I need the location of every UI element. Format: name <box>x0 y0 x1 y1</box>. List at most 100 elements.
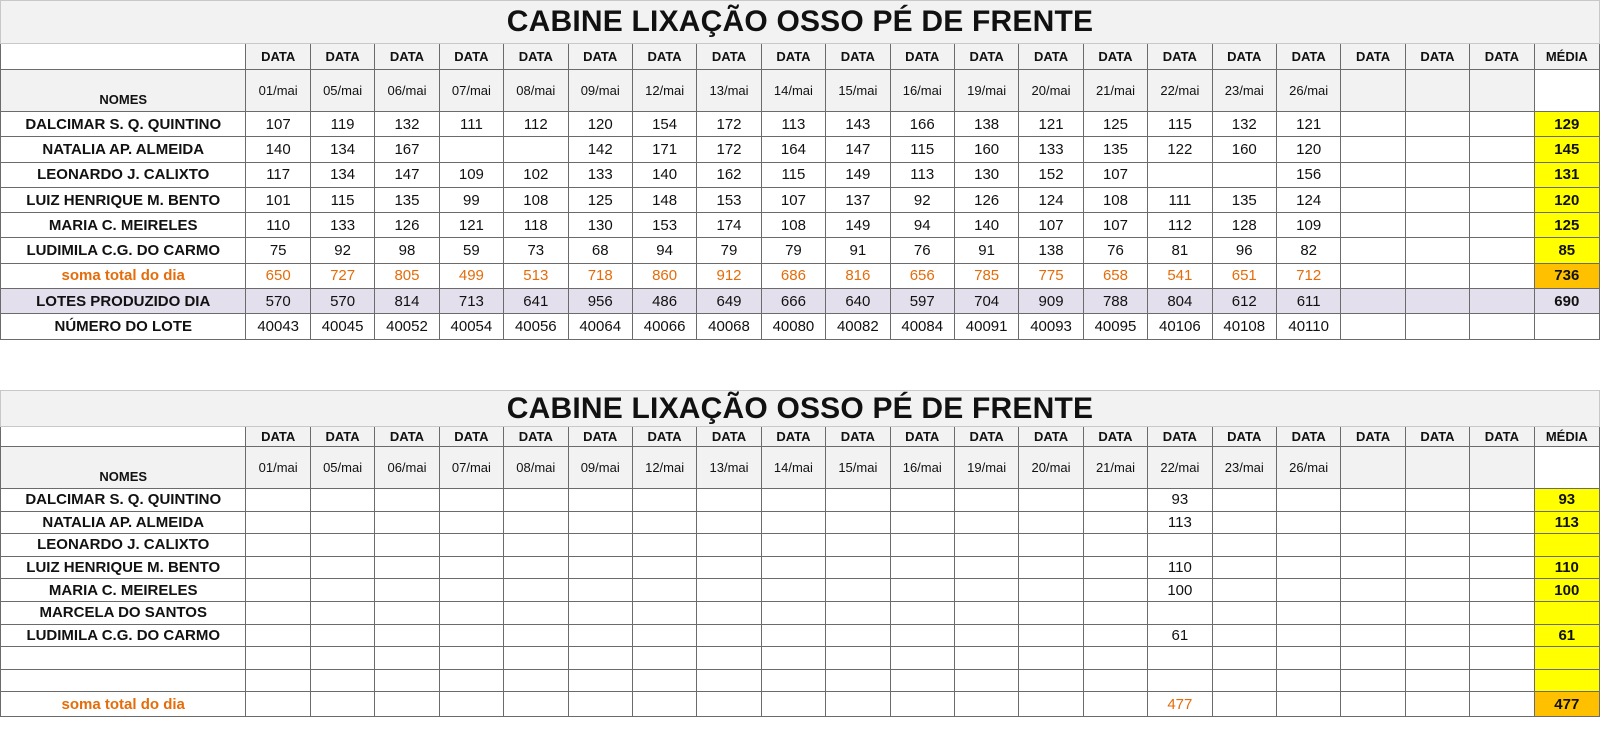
value-cell[interactable] <box>825 533 891 557</box>
value-cell[interactable]: 75 <box>245 237 311 264</box>
value-cell[interactable] <box>309 691 376 718</box>
value-cell[interactable] <box>696 691 762 718</box>
value-cell[interactable] <box>245 555 311 580</box>
header-media-label[interactable]: MÉDIA <box>1533 43 1600 70</box>
value-cell[interactable] <box>1147 161 1213 188</box>
value-cell[interactable] <box>1275 668 1342 693</box>
average-cell[interactable] <box>1533 668 1600 693</box>
value-cell[interactable] <box>438 691 505 718</box>
value-cell[interactable] <box>760 646 827 670</box>
value-cell[interactable]: 154 <box>631 110 698 138</box>
value-cell[interactable] <box>1404 668 1471 693</box>
average-cell[interactable]: 131 <box>1533 161 1600 188</box>
value-cell[interactable] <box>567 668 633 693</box>
header-data-label[interactable]: DATA <box>1147 43 1213 70</box>
row-label[interactable]: DALCIMAR S. Q. QUINTINO <box>0 488 247 512</box>
value-cell[interactable]: 140 <box>953 212 1020 239</box>
value-cell[interactable] <box>1404 262 1471 290</box>
value-cell[interactable] <box>1469 161 1535 188</box>
value-cell[interactable]: 651 <box>1211 262 1277 290</box>
value-cell[interactable] <box>438 623 505 648</box>
value-cell[interactable]: 775 <box>1018 262 1084 290</box>
value-cell[interactable] <box>245 600 311 625</box>
value-cell[interactable]: 704 <box>953 288 1020 315</box>
value-cell[interactable] <box>696 533 762 557</box>
row-label[interactable] <box>0 668 247 693</box>
value-cell[interactable]: 68 <box>567 237 633 264</box>
value-cell[interactable] <box>1211 646 1277 670</box>
value-cell[interactable] <box>825 488 891 512</box>
value-cell[interactable]: 120 <box>567 110 633 138</box>
header-data-label[interactable]: DATA <box>567 426 633 447</box>
value-cell[interactable] <box>631 691 698 718</box>
value-cell[interactable]: 94 <box>889 212 955 239</box>
header-data-label[interactable]: DATA <box>696 426 762 447</box>
value-cell[interactable]: 133 <box>309 212 376 239</box>
value-cell[interactable]: 147 <box>825 136 891 163</box>
date-cell[interactable]: 21/mai <box>1082 446 1149 489</box>
date-cell[interactable]: 13/mai <box>696 446 762 489</box>
value-cell[interactable] <box>309 533 376 557</box>
value-cell[interactable] <box>1469 668 1535 693</box>
value-cell[interactable] <box>503 691 569 718</box>
date-cell[interactable]: 26/mai <box>1275 446 1342 489</box>
value-cell[interactable] <box>760 533 827 557</box>
value-cell[interactable]: 113 <box>889 161 955 188</box>
row-label[interactable]: LUDIMILA C.G. DO CARMO <box>0 623 247 648</box>
date-cell[interactable]: 14/mai <box>760 446 827 489</box>
value-cell[interactable]: 148 <box>631 186 698 214</box>
header-data-label[interactable]: DATA <box>825 426 891 447</box>
value-cell[interactable] <box>1211 555 1277 580</box>
value-cell[interactable] <box>696 600 762 625</box>
value-cell[interactable] <box>760 488 827 512</box>
value-cell[interactable] <box>309 600 376 625</box>
value-cell[interactable] <box>1082 668 1149 693</box>
value-cell[interactable]: 172 <box>696 136 762 163</box>
value-cell[interactable] <box>1211 578 1277 602</box>
value-cell[interactable] <box>1211 161 1277 188</box>
value-cell[interactable] <box>825 510 891 535</box>
value-cell[interactable]: 718 <box>567 262 633 290</box>
value-cell[interactable]: 649 <box>696 288 762 315</box>
value-cell[interactable]: 128 <box>1211 212 1277 239</box>
value-cell[interactable] <box>309 578 376 602</box>
value-cell[interactable] <box>245 668 311 693</box>
value-cell[interactable] <box>1018 578 1084 602</box>
value-cell[interactable]: 93 <box>1147 488 1213 512</box>
value-cell[interactable]: 108 <box>1082 186 1149 214</box>
date-cell[interactable]: 09/mai <box>567 69 633 112</box>
value-cell[interactable] <box>696 488 762 512</box>
date-cell[interactable]: 16/mai <box>889 446 955 489</box>
row-label[interactable]: LOTES PRODUZIDO DIA <box>0 288 247 315</box>
value-cell[interactable] <box>631 578 698 602</box>
media-blank[interactable] <box>1533 446 1600 489</box>
header-data-label[interactable]: DATA <box>374 426 440 447</box>
value-cell[interactable]: 612 <box>1211 288 1277 315</box>
value-cell[interactable] <box>953 691 1020 718</box>
value-cell[interactable]: 153 <box>696 186 762 214</box>
value-cell[interactable] <box>309 510 376 535</box>
value-cell[interactable]: 486 <box>631 288 698 315</box>
value-cell[interactable] <box>889 646 955 670</box>
header-data-label[interactable]: DATA <box>438 426 505 447</box>
value-cell[interactable]: 107 <box>760 186 827 214</box>
value-cell[interactable] <box>245 488 311 512</box>
value-cell[interactable]: 101 <box>245 186 311 214</box>
value-cell[interactable] <box>374 555 440 580</box>
value-cell[interactable]: 134 <box>309 136 376 163</box>
value-cell[interactable] <box>1340 691 1406 718</box>
value-cell[interactable] <box>374 646 440 670</box>
value-cell[interactable] <box>1340 313 1406 340</box>
date-cell[interactable]: 22/mai <box>1147 69 1213 112</box>
row-label[interactable] <box>0 646 247 670</box>
value-cell[interactable]: 641 <box>503 288 569 315</box>
value-cell[interactable]: 124 <box>1018 186 1084 214</box>
header-data-label[interactable]: DATA <box>309 43 376 70</box>
value-cell[interactable]: 152 <box>1018 161 1084 188</box>
value-cell[interactable] <box>889 600 955 625</box>
sheet-title[interactable]: CABINE LIXAÇÃO OSSO PÉ DE FRENTE <box>0 390 1600 427</box>
value-cell[interactable]: 640 <box>825 288 891 315</box>
header-data-label[interactable]: DATA <box>825 43 891 70</box>
value-cell[interactable] <box>567 691 633 718</box>
value-cell[interactable] <box>1082 600 1149 625</box>
